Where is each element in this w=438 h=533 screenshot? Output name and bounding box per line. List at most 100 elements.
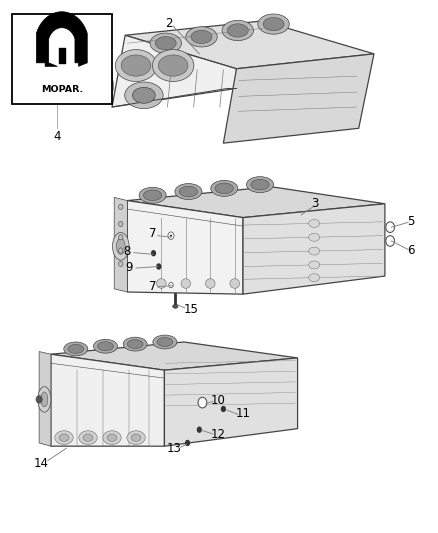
Text: 8: 8 (124, 245, 131, 258)
Circle shape (221, 406, 226, 412)
Circle shape (386, 222, 395, 232)
Ellipse shape (103, 431, 121, 445)
Ellipse shape (215, 183, 233, 193)
Text: 4: 4 (54, 130, 61, 143)
Ellipse shape (205, 279, 215, 288)
Ellipse shape (68, 344, 84, 353)
Polygon shape (36, 12, 87, 66)
Ellipse shape (150, 33, 181, 53)
Ellipse shape (139, 187, 166, 203)
Circle shape (151, 250, 156, 256)
Ellipse shape (309, 273, 320, 281)
Ellipse shape (258, 14, 289, 34)
Polygon shape (243, 204, 385, 294)
Ellipse shape (158, 55, 188, 76)
Ellipse shape (152, 50, 194, 82)
Ellipse shape (127, 340, 143, 349)
Ellipse shape (309, 220, 320, 228)
Ellipse shape (251, 179, 269, 190)
Circle shape (119, 235, 123, 240)
Polygon shape (223, 54, 374, 143)
Ellipse shape (55, 431, 73, 445)
Polygon shape (125, 21, 374, 69)
Ellipse shape (247, 176, 274, 192)
Ellipse shape (211, 180, 238, 196)
Ellipse shape (173, 304, 178, 308)
Ellipse shape (121, 55, 151, 76)
Ellipse shape (222, 20, 254, 41)
Ellipse shape (263, 18, 284, 31)
Circle shape (156, 263, 161, 270)
Circle shape (170, 235, 172, 237)
Circle shape (119, 261, 123, 266)
Circle shape (386, 236, 395, 246)
Ellipse shape (125, 82, 163, 109)
FancyBboxPatch shape (12, 14, 112, 104)
Ellipse shape (123, 337, 147, 351)
Polygon shape (51, 354, 164, 446)
Circle shape (197, 426, 202, 433)
Ellipse shape (155, 37, 176, 50)
Ellipse shape (93, 340, 117, 353)
Ellipse shape (117, 238, 125, 254)
Text: 15: 15 (183, 303, 198, 316)
Text: 9: 9 (126, 261, 133, 274)
Ellipse shape (179, 186, 198, 197)
Ellipse shape (104, 76, 114, 95)
Polygon shape (51, 342, 297, 370)
Polygon shape (127, 187, 385, 217)
Polygon shape (114, 197, 127, 292)
Circle shape (36, 395, 42, 403)
Text: 7: 7 (149, 227, 156, 240)
Circle shape (119, 204, 123, 209)
Text: 5: 5 (407, 215, 415, 228)
Circle shape (168, 232, 174, 239)
Ellipse shape (41, 392, 48, 407)
Text: 6: 6 (407, 244, 415, 257)
Ellipse shape (107, 434, 117, 441)
Text: 7: 7 (149, 280, 156, 293)
Ellipse shape (153, 335, 177, 349)
Text: 3: 3 (311, 197, 319, 211)
Text: 13: 13 (167, 442, 182, 455)
Polygon shape (127, 200, 243, 294)
Text: 14: 14 (33, 457, 48, 470)
Circle shape (169, 282, 173, 288)
Ellipse shape (113, 232, 129, 260)
Ellipse shape (227, 24, 248, 37)
Text: MOPAR.: MOPAR. (41, 85, 83, 94)
Ellipse shape (59, 434, 69, 441)
Ellipse shape (186, 27, 217, 47)
Ellipse shape (309, 233, 320, 241)
Ellipse shape (131, 434, 141, 441)
Ellipse shape (156, 279, 166, 288)
Text: 11: 11 (236, 407, 251, 419)
Circle shape (198, 397, 207, 408)
Polygon shape (164, 358, 297, 446)
Ellipse shape (191, 30, 212, 44)
Ellipse shape (127, 431, 145, 445)
Ellipse shape (309, 247, 320, 255)
Ellipse shape (230, 279, 240, 288)
Circle shape (185, 440, 190, 446)
Polygon shape (112, 35, 237, 107)
Ellipse shape (181, 279, 191, 288)
Circle shape (119, 248, 123, 253)
Text: 2: 2 (165, 17, 173, 29)
Ellipse shape (309, 261, 320, 269)
Ellipse shape (115, 50, 157, 82)
Ellipse shape (83, 434, 93, 441)
Ellipse shape (64, 342, 88, 356)
Ellipse shape (38, 386, 51, 412)
Ellipse shape (98, 342, 113, 351)
Polygon shape (39, 352, 51, 446)
Text: 10: 10 (211, 394, 226, 407)
Ellipse shape (79, 431, 97, 445)
Text: 12: 12 (211, 428, 226, 441)
Polygon shape (103, 72, 112, 102)
Circle shape (119, 221, 123, 227)
Ellipse shape (157, 337, 173, 346)
Ellipse shape (175, 183, 202, 199)
Ellipse shape (144, 190, 162, 200)
Ellipse shape (133, 87, 155, 103)
